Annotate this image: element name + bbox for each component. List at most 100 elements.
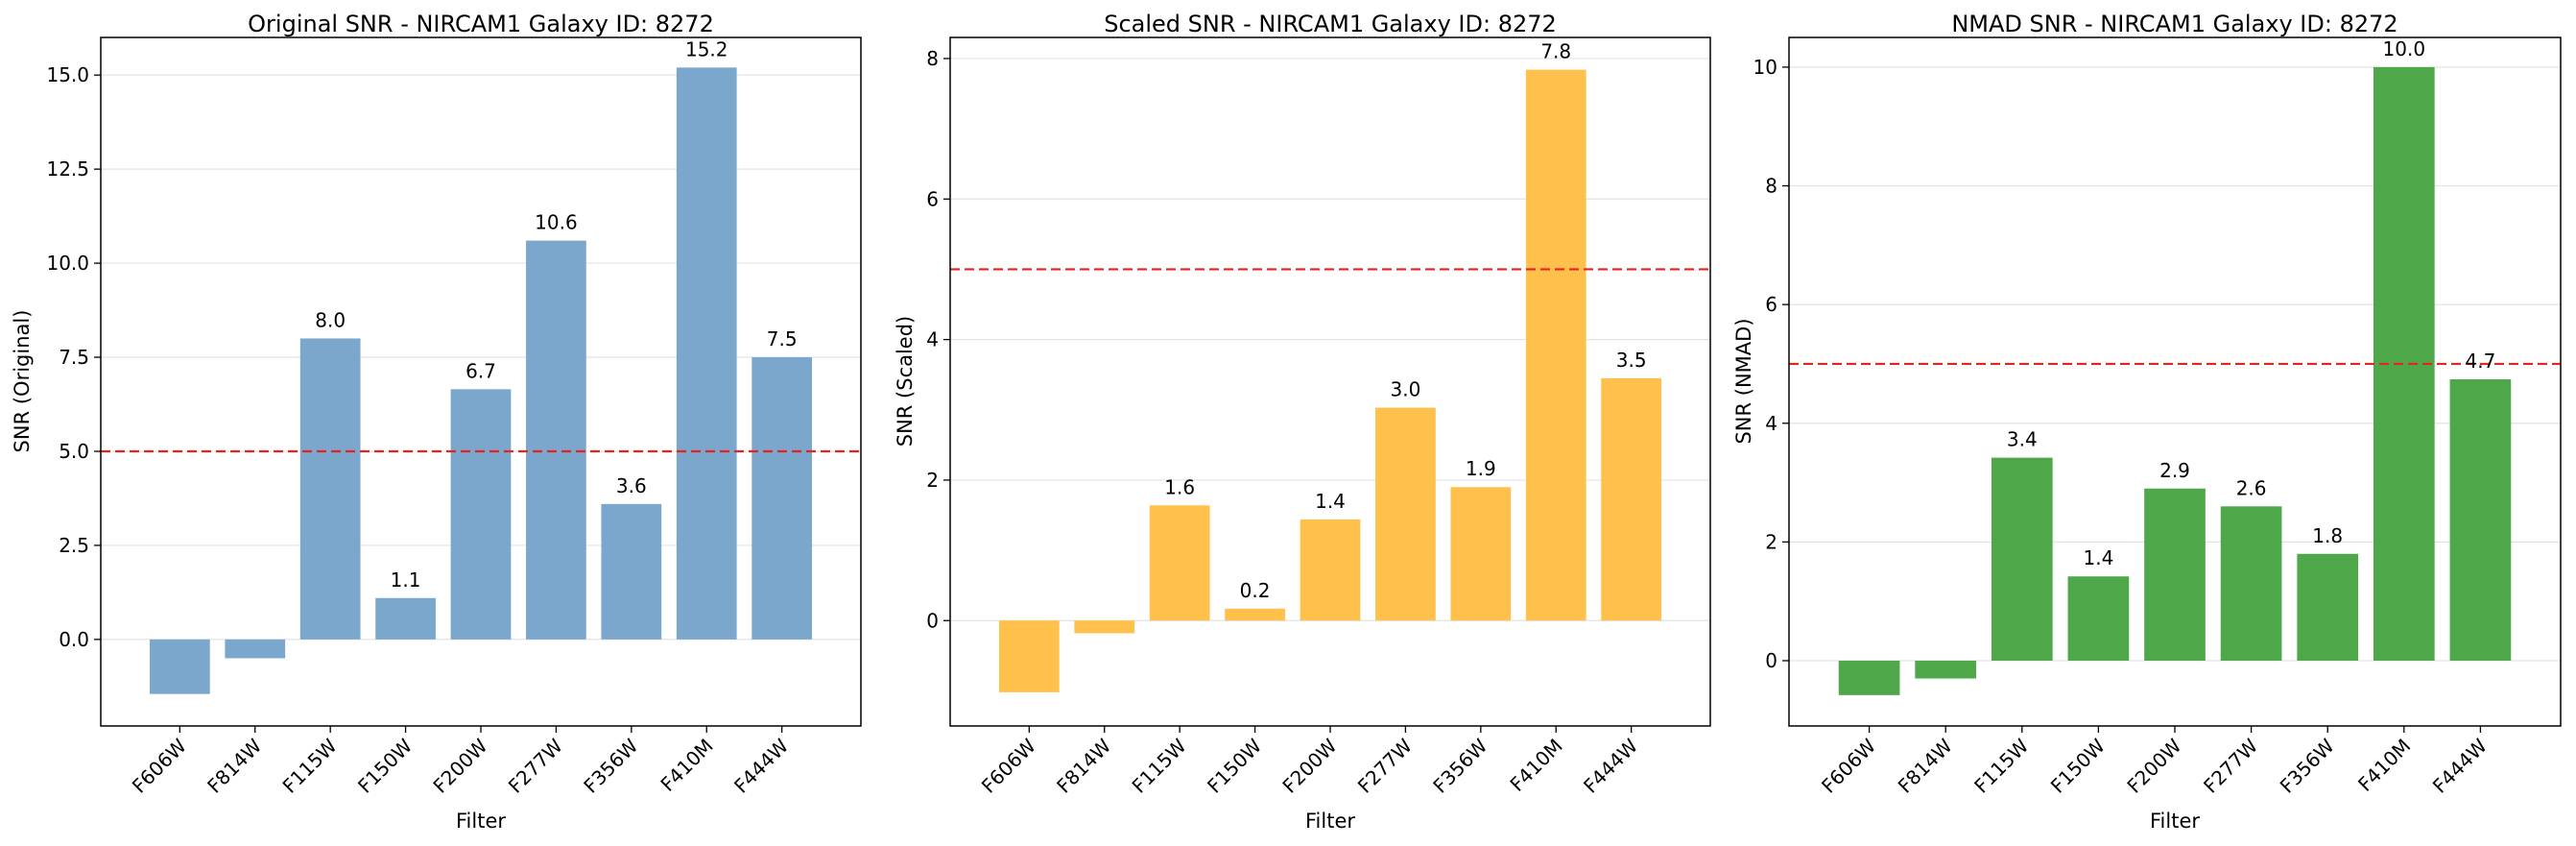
data-labels: 3.4 1.4 2.9 2.6 1.8 10.0 4.7: [2007, 37, 2495, 569]
data-labels: 1.6 0.2 1.4 3.0 1.9 7.8 3.5: [1164, 40, 1646, 602]
x-tick-label: F444W: [1579, 734, 1642, 797]
data-labels: 8.0 1.1 6.7 10.6 3.6 15.2 7.5: [315, 37, 797, 591]
bar-F150W: [2067, 576, 2130, 662]
data-label: 2.6: [2236, 476, 2267, 499]
x-tick-label: F410M: [2353, 735, 2415, 796]
bar-F277W: [2220, 506, 2282, 662]
x-tick-label: F277W: [2199, 734, 2262, 797]
bar-F150W: [375, 597, 436, 640]
x-tick-label: F356W: [1428, 734, 1491, 797]
data-label: 3.0: [1391, 378, 1421, 401]
bar-F150W: [1225, 608, 1285, 621]
bar-F200W: [450, 389, 512, 640]
bar-F356W: [601, 503, 662, 640]
data-label: 7.5: [767, 327, 798, 350]
y-tick-label: 7.5: [59, 346, 89, 369]
data-label: 1.4: [1315, 490, 1346, 513]
x-tick-label: F606W: [128, 734, 191, 797]
data-label: 1.8: [2312, 524, 2343, 547]
data-label: 3.5: [1616, 349, 1647, 372]
bar-F277W: [1375, 407, 1436, 621]
bars: [998, 69, 1662, 692]
data-label: 1.4: [2083, 546, 2113, 569]
y-axis-label: SNR (Original): [11, 310, 34, 453]
bar-F814W: [1074, 620, 1135, 634]
x-ticks: F606W F814W F115W F150W F200W F277W F356W F410M…: [977, 726, 1642, 798]
data-label: 0.2: [1240, 579, 1271, 602]
bar-F356W: [1450, 487, 1512, 621]
x-tick-label: F277W: [1353, 734, 1417, 797]
chart-panel-nmad: 3.4 1.4 2.9 2.6 1.8 10.0 4.7 0 2 4 6 8 10 F606W F814…: [1732, 11, 2562, 833]
y-tick-label: 5.0: [59, 440, 89, 463]
x-tick-label: F115W: [1969, 734, 2033, 797]
data-label: 15.2: [685, 37, 728, 60]
data-label: 7.8: [1540, 40, 1571, 63]
data-label: 10.6: [535, 211, 578, 234]
chart-panel-original: 8.0 1.1 6.7 10.6 3.6 15.2 7.5 0.0 2.5 5.0 7.5 10.0…: [11, 11, 862, 833]
x-tick-label: F814W: [1052, 734, 1115, 797]
bar-F356W: [2297, 553, 2359, 662]
data-label: 10.0: [2383, 37, 2426, 60]
y-ticks: 0 2 4 6 8: [926, 47, 950, 632]
x-tick-label: F115W: [278, 734, 342, 797]
data-label: 3.6: [616, 474, 647, 497]
bar-F814W: [1915, 661, 1977, 679]
x-tick-label: F410M: [1505, 735, 1566, 796]
x-tick-label: F150W: [2046, 734, 2110, 797]
data-label: 4.7: [2466, 350, 2496, 373]
x-tick-label: F200W: [428, 734, 491, 797]
y-ticks: 0 2 4 6 8 10: [1753, 56, 1789, 672]
x-tick-label: F606W: [1817, 734, 1880, 797]
chart-title: Scaled SNR - NIRCAM1 Galaxy ID: 8272: [1104, 11, 1557, 37]
x-tick-label: F150W: [1203, 734, 1266, 797]
x-tick-label: F200W: [1277, 734, 1341, 797]
data-label: 1.9: [1466, 457, 1496, 480]
data-label: 1.1: [391, 568, 421, 592]
bar-F444W: [1601, 377, 1662, 621]
x-tick-label: F444W: [2428, 734, 2492, 797]
data-label: 1.6: [1164, 475, 1195, 498]
x-tick-label: F356W: [2276, 734, 2339, 797]
bar-F606W: [1838, 661, 1900, 695]
chart-title: NMAD SNR - NIRCAM1 Galaxy ID: 8272: [1951, 11, 2397, 37]
x-tick-label: F200W: [2122, 734, 2185, 797]
y-tick-label: 4: [1765, 412, 1777, 435]
data-label: 2.9: [2159, 459, 2190, 482]
x-tick-label: F410M: [656, 735, 717, 796]
y-tick-label: 2: [1765, 530, 1777, 553]
x-tick-label: F277W: [504, 734, 567, 797]
bar-F444W: [2449, 379, 2512, 662]
y-tick-label: 0: [926, 609, 939, 632]
y-tick-label: 4: [926, 328, 939, 351]
bar-F200W: [2144, 488, 2206, 662]
x-axis-label: Filter: [1305, 810, 1355, 833]
x-tick-label: F115W: [1128, 734, 1191, 797]
bar-F444W: [751, 357, 813, 640]
x-tick-label: F606W: [977, 734, 1040, 797]
bar-F277W: [526, 240, 586, 640]
y-axis-label: SNR (Scaled): [894, 316, 917, 447]
data-label: 6.7: [465, 359, 496, 382]
y-tick-label: 10.0: [46, 252, 89, 275]
bar-F814W: [225, 639, 286, 659]
y-tick-label: 10: [1753, 56, 1777, 79]
data-label: 3.4: [2007, 428, 2038, 451]
y-tick-label: 8: [926, 47, 939, 70]
y-tick-label: 2: [926, 469, 939, 492]
y-tick-label: 6: [926, 187, 939, 210]
y-tick-label: 12.5: [46, 157, 89, 181]
data-label: 8.0: [315, 308, 346, 331]
bars: [149, 67, 813, 694]
y-tick-label: 8: [1765, 175, 1777, 198]
x-tick-label: F814W: [203, 734, 266, 797]
bar-F115W: [1991, 457, 2053, 662]
x-axis-label: Filter: [2150, 810, 2200, 833]
x-tick-label: F814W: [1894, 734, 1957, 797]
y-tick-label: 0.0: [59, 628, 89, 651]
bar-F115W: [299, 338, 361, 640]
bar-F410M: [1525, 69, 1586, 621]
x-tick-label: F356W: [579, 734, 642, 797]
bar-F410M: [676, 67, 737, 640]
